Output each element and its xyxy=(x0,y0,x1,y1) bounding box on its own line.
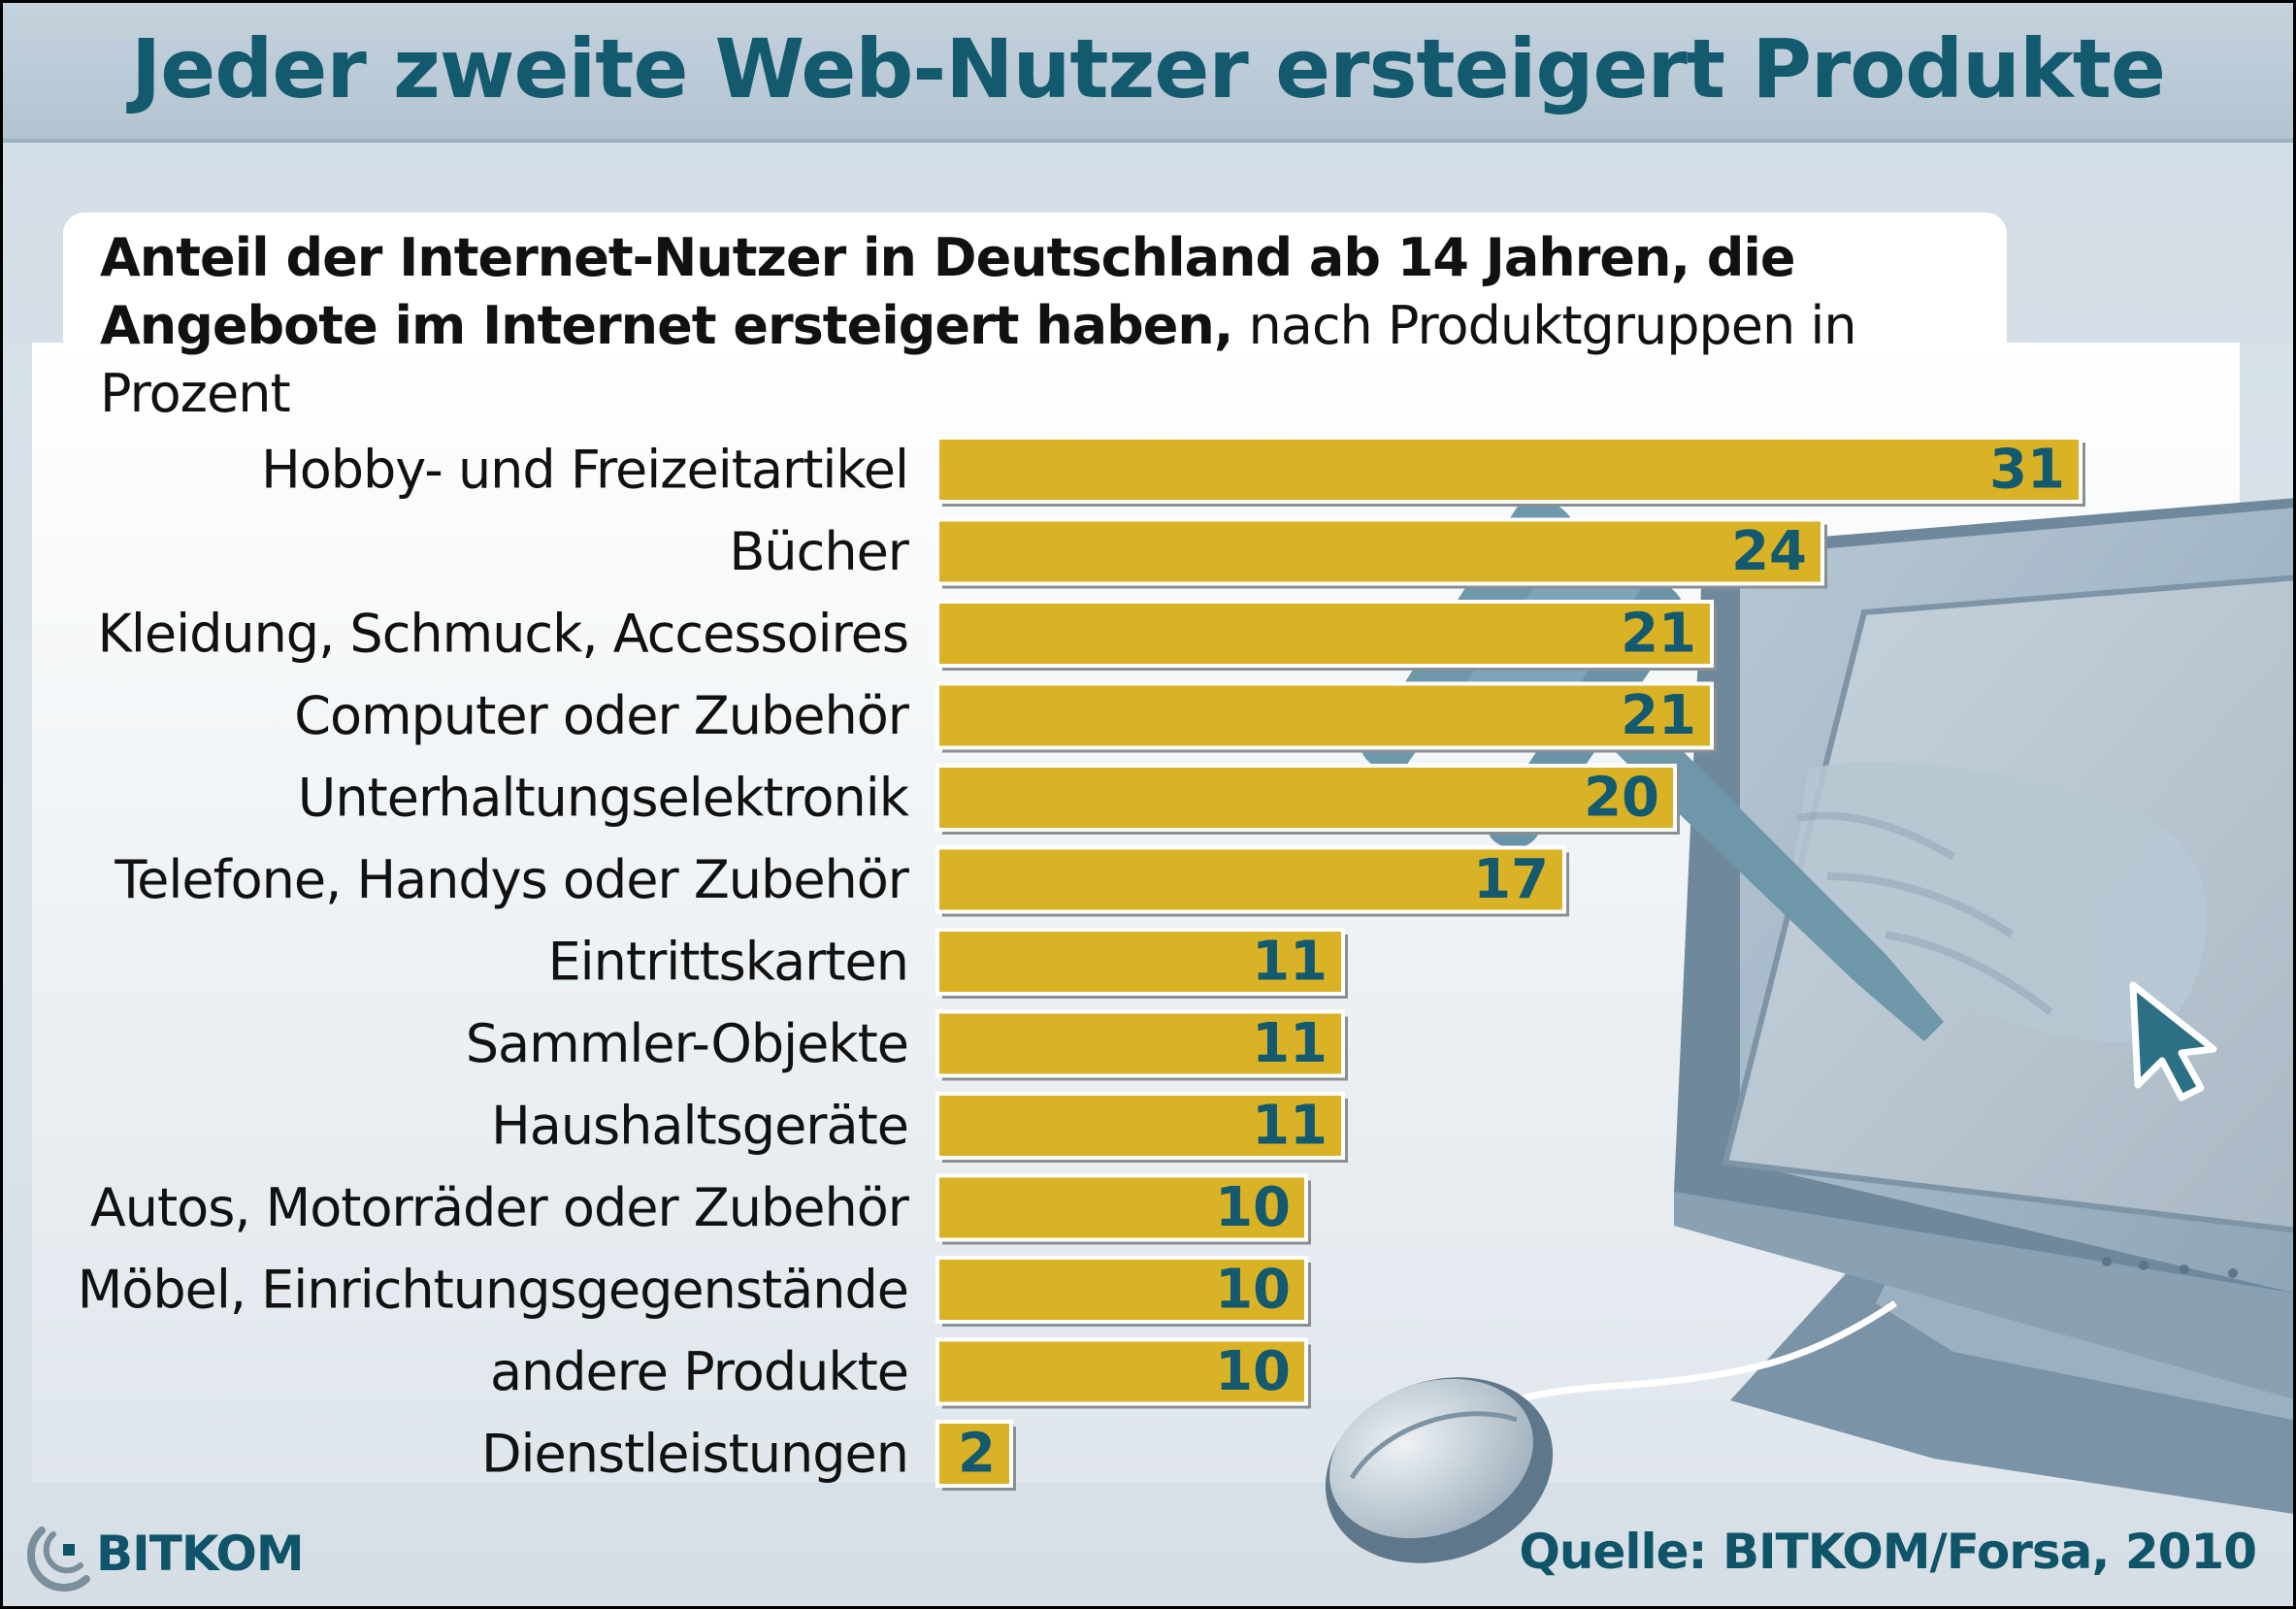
bar xyxy=(935,764,1677,832)
data-label: 10 xyxy=(1215,1176,1291,1239)
bar xyxy=(935,1420,1013,1488)
chart-subtitle: Anteil der Internet-Nutzer in Deutschlan… xyxy=(100,224,1992,428)
category-label: Eintrittskarten xyxy=(548,932,908,993)
subtitle-box xyxy=(63,213,2007,368)
illustration xyxy=(1325,498,2293,1563)
subtitle-normal: nach Produktgruppen in Prozent xyxy=(100,295,1857,424)
bar xyxy=(935,928,1345,996)
data-label: 21 xyxy=(1621,684,1696,747)
bar xyxy=(935,1173,1308,1242)
category-label: Dienstleistungen xyxy=(481,1424,908,1485)
logo-text: BITKOM xyxy=(96,1526,305,1582)
hand-icon xyxy=(1794,761,2208,1043)
bar xyxy=(935,681,1714,750)
monitor-bottom-bezel xyxy=(1674,1192,2293,1399)
data-label: 11 xyxy=(1252,1012,1328,1075)
category-label: Telefone, Handys oder Zubehör xyxy=(114,849,909,910)
page-title: Jeder zweite Web-Nutzer ersteigert Produ… xyxy=(131,21,2166,116)
data-label: 11 xyxy=(1252,931,1328,994)
category-label: Haushaltsgeräte xyxy=(491,1096,908,1157)
data-label: 21 xyxy=(1621,603,1696,666)
category-label: Autos, Motorräder oder Zubehör xyxy=(90,1177,910,1238)
bar xyxy=(935,1092,1345,1160)
bar xyxy=(935,436,2083,504)
cursor-arrow-icon xyxy=(2129,981,2217,1101)
category-label: Computer oder Zubehör xyxy=(294,685,909,746)
data-label: 11 xyxy=(1252,1095,1328,1158)
data-label: 2 xyxy=(958,1423,996,1486)
title-band xyxy=(3,3,2293,143)
mouse-icon xyxy=(1325,1377,1554,1563)
category-label: Unterhaltungselektronik xyxy=(298,768,910,829)
category-label: Sammler-Objekte xyxy=(466,1013,908,1074)
data-label: 20 xyxy=(1584,767,1659,830)
data-label: 10 xyxy=(1215,1340,1291,1403)
bar xyxy=(935,600,1714,668)
category-label: Bücher xyxy=(729,521,909,582)
bar xyxy=(935,845,1566,914)
bar xyxy=(935,1009,1345,1078)
bar xyxy=(935,1256,1308,1324)
bar xyxy=(935,517,1824,586)
subtitle-bold: Anteil der Internet-Nutzer in Deutschlan… xyxy=(100,227,1796,356)
category-label: Kleidung, Schmuck, Accessoires xyxy=(97,604,908,665)
data-label: 31 xyxy=(1989,439,2065,502)
category-label: andere Produkte xyxy=(490,1341,908,1402)
data-label: 24 xyxy=(1731,520,1807,583)
source-note: Quelle: BITKOM/Forsa, 2010 xyxy=(1519,1524,2257,1580)
bitkom-logo xyxy=(27,1527,90,1592)
data-label: 10 xyxy=(1215,1259,1291,1322)
category-label: Hobby- und Freizeitartikel xyxy=(261,440,908,501)
bar xyxy=(935,1337,1308,1406)
data-label: 17 xyxy=(1473,848,1549,911)
category-label: Möbel, Einrichtungsgegenstände xyxy=(78,1260,908,1321)
bar-chart: Hobby- und Freizeitartikel 31 Bücher 24 Klei… xyxy=(78,436,2085,1491)
